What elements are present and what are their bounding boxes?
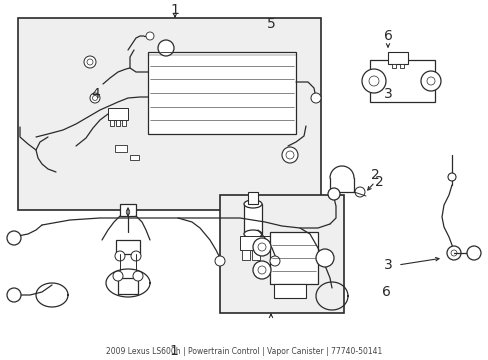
Text: 4: 4 [91, 87, 100, 100]
Circle shape [133, 271, 142, 281]
Bar [110, 120, 114, 126]
Bar [391, 64, 395, 68]
Bar [251, 250, 260, 260]
Text: 5: 5 [266, 17, 275, 31]
Ellipse shape [244, 200, 262, 208]
Circle shape [87, 59, 93, 65]
Circle shape [113, 271, 123, 281]
Circle shape [146, 32, 154, 40]
Bar [273, 284, 305, 298]
Bar [116, 240, 140, 254]
Bar [269, 232, 317, 284]
Circle shape [282, 147, 297, 163]
Text: 1: 1 [169, 344, 178, 358]
Bar [115, 145, 127, 152]
Ellipse shape [244, 230, 262, 238]
Circle shape [92, 95, 97, 100]
Circle shape [115, 251, 125, 261]
Circle shape [7, 288, 21, 302]
Bar [148, 52, 295, 134]
Text: 3: 3 [383, 258, 391, 272]
Circle shape [7, 231, 21, 245]
Circle shape [450, 250, 456, 256]
Text: 1: 1 [170, 3, 179, 17]
Circle shape [252, 238, 270, 256]
Circle shape [90, 93, 100, 103]
Bar [108, 108, 128, 120]
Text: 2: 2 [370, 168, 379, 182]
Circle shape [258, 266, 265, 274]
Bar [116, 120, 120, 126]
Bar [369, 60, 434, 102]
Circle shape [315, 249, 333, 267]
Text: 2: 2 [374, 175, 383, 189]
Text: 6: 6 [383, 29, 392, 43]
Circle shape [447, 173, 455, 181]
Bar [122, 120, 126, 126]
Bar [118, 278, 138, 294]
Circle shape [158, 40, 174, 56]
Text: 6: 6 [381, 285, 390, 298]
Circle shape [446, 246, 460, 260]
Bar [120, 204, 136, 216]
Circle shape [131, 251, 141, 261]
Circle shape [285, 151, 293, 159]
Circle shape [310, 93, 320, 103]
Bar [399, 64, 403, 68]
Circle shape [84, 56, 96, 68]
Circle shape [215, 256, 224, 266]
Circle shape [258, 243, 265, 251]
Bar [130, 155, 139, 160]
Text: 2009 Lexus LS600h | Powertrain Control | Vapor Canister | 77740-50141: 2009 Lexus LS600h | Powertrain Control |… [106, 347, 382, 356]
Bar [220, 195, 343, 313]
Circle shape [368, 76, 378, 86]
Bar [247, 192, 258, 204]
Circle shape [252, 261, 270, 279]
Circle shape [420, 71, 440, 91]
Circle shape [327, 188, 339, 200]
Bar [244, 204, 262, 234]
Bar [387, 52, 407, 64]
Bar [18, 18, 320, 210]
Circle shape [466, 246, 480, 260]
Text: 3: 3 [384, 87, 392, 100]
Circle shape [354, 187, 364, 197]
Bar [242, 250, 249, 260]
Bar [240, 236, 269, 250]
Circle shape [269, 256, 280, 266]
Circle shape [426, 77, 434, 85]
Circle shape [361, 69, 385, 93]
